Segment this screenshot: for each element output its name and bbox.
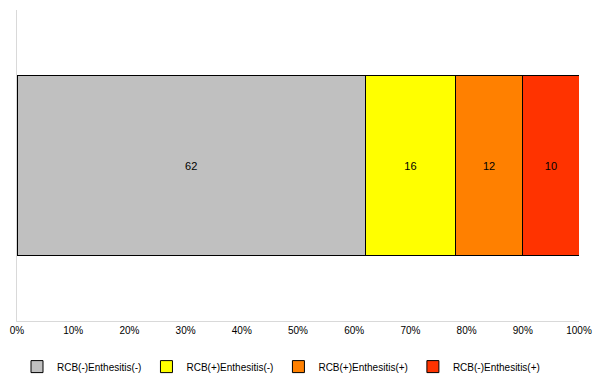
svg-text:30%: 30%	[176, 325, 196, 336]
svg-text:50%: 50%	[288, 325, 308, 336]
svg-text:RCB(+)Enthesitis(+): RCB(+)Enthesitis(+)	[318, 362, 407, 373]
svg-text:90%: 90%	[513, 325, 533, 336]
svg-text:62: 62	[185, 160, 197, 172]
svg-text:RCB(+)Enthesitis(-): RCB(+)Enthesitis(-)	[186, 362, 273, 373]
svg-text:80%: 80%	[457, 325, 477, 336]
svg-text:RCB(-)Enthesitis(-): RCB(-)Enthesitis(-)	[57, 362, 141, 373]
svg-text:16: 16	[404, 160, 416, 172]
svg-text:40%: 40%	[232, 325, 252, 336]
svg-text:20%: 20%	[119, 325, 139, 336]
svg-text:60%: 60%	[344, 325, 364, 336]
svg-text:10: 10	[545, 160, 557, 172]
svg-text:12: 12	[483, 160, 495, 172]
svg-text:RCB(-)Enthesitis(+): RCB(-)Enthesitis(+)	[453, 362, 540, 373]
svg-text:70%: 70%	[400, 325, 420, 336]
svg-text:0%: 0%	[10, 325, 25, 336]
svg-text:100%: 100%	[566, 325, 592, 336]
svg-text:10%: 10%	[63, 325, 83, 336]
